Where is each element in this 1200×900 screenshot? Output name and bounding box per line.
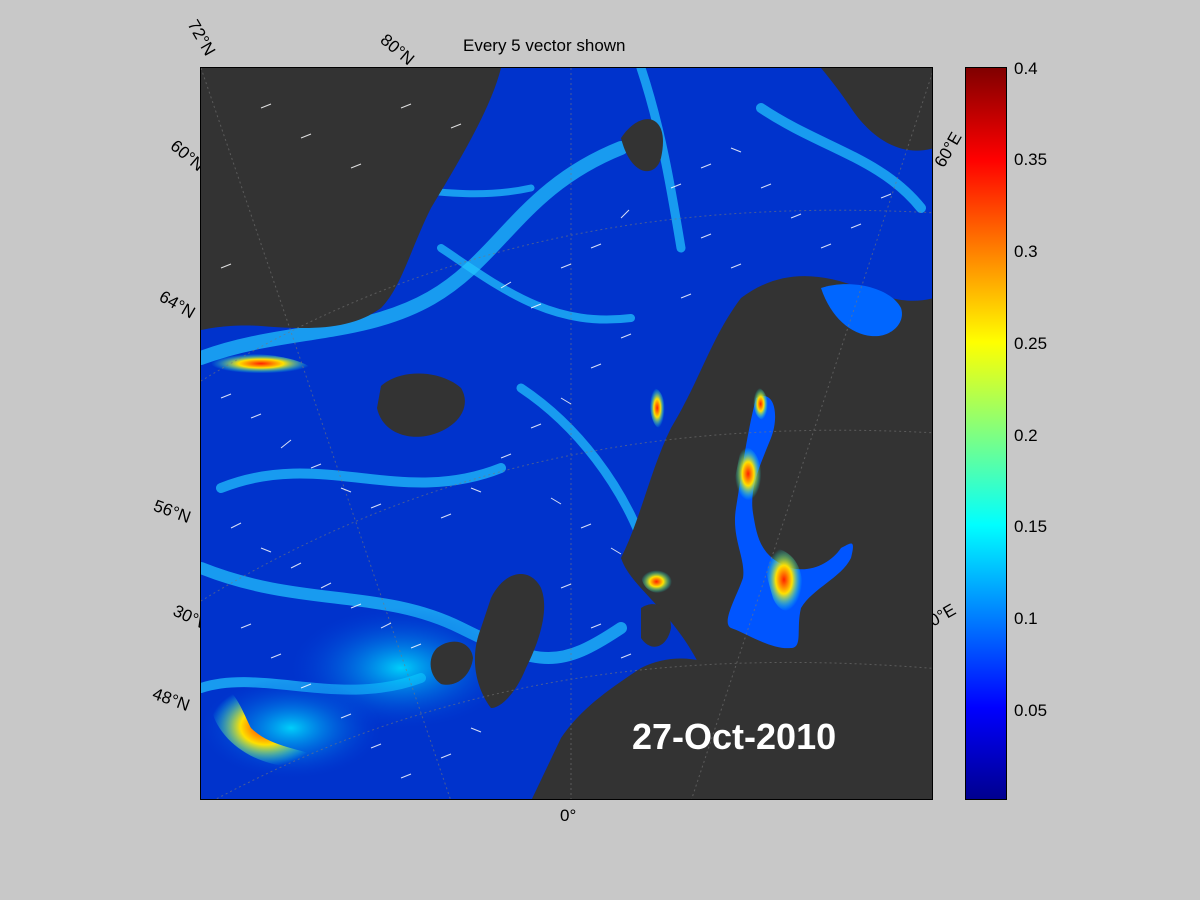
bothnia-north-hotspot <box>753 387 768 420</box>
lat-label-80n: 80°N <box>376 30 418 70</box>
colorbar-tick-0.15: 0.15 <box>1014 517 1048 536</box>
land-europe <box>531 658 932 799</box>
lon-label-0: 0° <box>560 806 577 825</box>
map-title: Every 5 vector shown <box>463 36 626 55</box>
lat-label-64n: 64°N <box>156 286 199 323</box>
colorbar-tick-0.2: 0.2 <box>1014 426 1038 445</box>
southwest-hotspot <box>210 686 321 768</box>
colorbar-tick-0.4: 0.4 <box>1014 59 1038 78</box>
land-greenland <box>201 68 501 330</box>
colorbar <box>965 67 1007 800</box>
colorbar-tick-0.25: 0.25 <box>1014 334 1048 353</box>
bothnia-hotspot <box>735 447 762 501</box>
skagerrak-hotspot <box>641 570 672 593</box>
colorbar-tick-0.05: 0.05 <box>1014 701 1048 720</box>
map-canvas <box>201 68 932 799</box>
colorbar-tick-0.35: 0.35 <box>1014 150 1048 169</box>
colorbar-tick-0.3: 0.3 <box>1014 242 1038 261</box>
water-white-sea <box>821 284 902 337</box>
land-britain <box>474 574 545 708</box>
land-iceland <box>377 373 465 437</box>
land-novaya-zemlya <box>821 68 932 151</box>
irminger-hotspot <box>211 353 311 374</box>
colorbar-tick-0.1: 0.1 <box>1014 609 1038 628</box>
baltic-hotspot <box>765 548 803 612</box>
graticule <box>201 68 932 799</box>
water-baltic <box>727 396 853 649</box>
lat-label-72n: 72°N <box>183 16 220 59</box>
current-vectors <box>220 103 892 779</box>
land-denmark <box>641 604 671 647</box>
ocean-current-map <box>200 67 933 800</box>
date-stamp: 27-Oct-2010 <box>632 716 837 757</box>
lat-label-56n: 56°N <box>151 496 194 527</box>
norway-coast-hotspot <box>649 387 665 429</box>
lon-label-60e: 60°E <box>930 128 966 171</box>
land-svalbard <box>621 119 663 172</box>
lat-label-48n: 48°N <box>150 684 193 715</box>
land-ireland <box>430 641 473 685</box>
